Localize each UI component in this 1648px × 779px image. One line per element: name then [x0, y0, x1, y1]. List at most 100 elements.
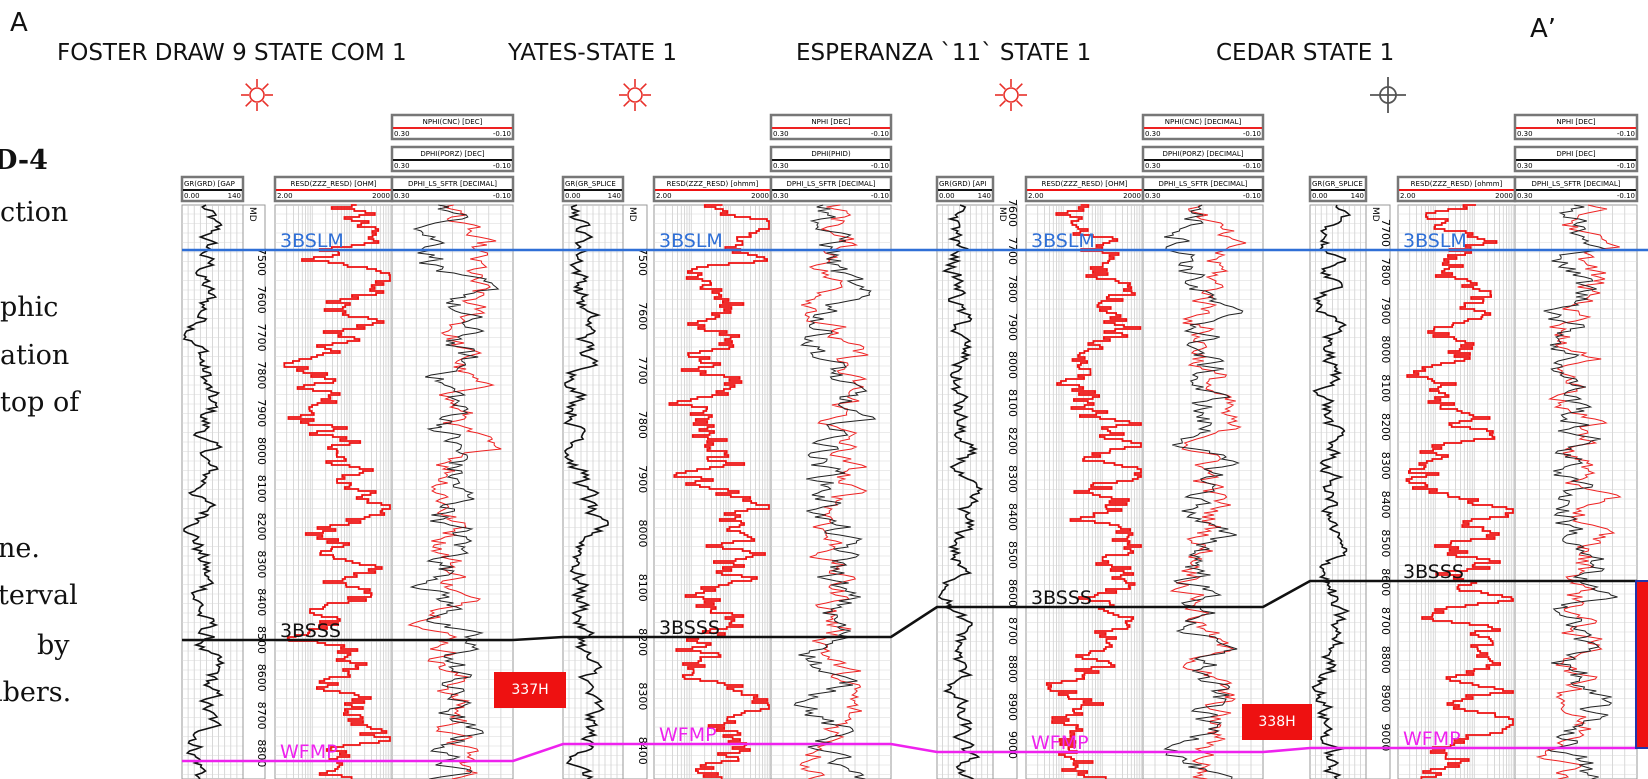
depth-unit-label: MD — [247, 207, 257, 222]
well-1: GR(GRD) [GAP 0.00 140 RESD(ZZZ_RESD) [OHM] 2… — [180, 79, 515, 779]
depth-tick-label: 8800 — [1379, 646, 1392, 674]
depth-tick-label: 8300 — [1006, 465, 1019, 493]
marker-label: 3BSSS — [1031, 587, 1092, 609]
depth-tick-label: 8000 — [1379, 335, 1392, 363]
curve-header-max: 2000 — [1123, 192, 1141, 200]
side-text-line: ction — [0, 197, 69, 228]
curve-header-name: RESD(ZZZ_RESD) [OHM] — [290, 180, 376, 188]
depth-tick-label: 8000 — [1006, 351, 1019, 379]
depth-unit-label: MD — [627, 207, 637, 222]
completion-box-label: 337H — [511, 682, 549, 698]
gr-curve — [562, 204, 609, 779]
curve-header-min: 2.00 — [277, 192, 293, 200]
depth-tick-label: 9000 — [1006, 731, 1019, 759]
depth-tick-label: 7900 — [255, 399, 268, 427]
depth-tick-label: 7600 — [255, 286, 268, 314]
curve-header-max: -0.10 — [1617, 130, 1635, 138]
depth-tick-label: 8300 — [636, 682, 649, 710]
marker-label: 3BSSS — [1403, 561, 1464, 583]
well-name-cedar-state: CEDAR STATE 1 — [1216, 40, 1395, 66]
edge-bar — [1635, 580, 1648, 749]
side-text-line: top of — [0, 387, 80, 418]
log-track — [1397, 204, 1516, 779]
gr-curve — [182, 204, 226, 779]
well-name-foster-draw: FOSTER DRAW 9 STATE COM 1 — [57, 40, 407, 66]
well-3: GR(GRD) [API 0.00 140 RESD(ZZZ_RESD) [OHM] 2… — [935, 79, 1265, 779]
sun-icon — [241, 79, 273, 111]
curve-header-max: -0.10 — [493, 162, 511, 170]
marker-label: 3BSSS — [280, 620, 341, 642]
depth-tick-label: 8700 — [1379, 607, 1392, 635]
marker-label: 3BSLM — [1031, 230, 1095, 252]
curve-header-name: NPHI(CNC) [DECIMAL] — [1165, 118, 1242, 126]
phi-curve-black — [409, 204, 500, 779]
depth-unit-label: MD — [1370, 207, 1380, 222]
curve-header-min: 0.30 — [394, 192, 410, 200]
depth-tick-label: 8900 — [1379, 685, 1392, 713]
curve-header-min: 0.30 — [394, 162, 410, 170]
curve-header-name: DPHI [DEC] — [1556, 150, 1596, 158]
curve-header-min: 0.30 — [1517, 162, 1533, 170]
curve-header-min: 0.00 — [939, 192, 955, 200]
curve-header-min: 0.30 — [394, 130, 410, 138]
resd-curve — [283, 204, 391, 779]
depth-tick-label: 8100 — [636, 574, 649, 602]
depth-tick-label: 8500 — [1379, 529, 1392, 557]
marker-label: 3BSSS — [659, 617, 720, 639]
completion-box-337h: 337H — [494, 672, 566, 708]
curve-header-max: 140 — [1351, 192, 1364, 200]
depth-tick-label: 8600 — [255, 664, 268, 692]
curve-header-name: DPHI_LS_SFTR [DECIMAL] — [787, 180, 876, 188]
curve-header-name: DPHI(PORZ) [DECIMAL] — [1163, 150, 1244, 158]
marker-label: WFMP — [659, 724, 717, 746]
curve-header-max: 140 — [608, 192, 621, 200]
depth-tick-label: 8700 — [1006, 617, 1019, 645]
depth-tick-label: 8200 — [1379, 413, 1392, 441]
resd-curve — [668, 204, 770, 779]
gr-curve — [937, 204, 984, 779]
phi-curve-red — [799, 204, 869, 779]
sun-icon — [995, 79, 1027, 111]
depth-tick-label: 8100 — [255, 475, 268, 503]
completion-box-label: 338H — [1258, 714, 1296, 730]
curve-header-min: 0.30 — [773, 130, 789, 138]
depth-tick-label: 8400 — [255, 588, 268, 616]
marker-label: 3BSLM — [280, 230, 344, 252]
curve-header-name: NPHI(CNC) [DEC] — [423, 118, 483, 126]
resd-curve — [1045, 204, 1142, 779]
curve-header-name: RESD(ZZZ_RESD) [ohmm] — [667, 180, 759, 188]
phi-curve-black — [1543, 204, 1618, 779]
depth-tick-label: 7700 — [636, 357, 649, 385]
depth-unit-label: MD — [997, 207, 1007, 222]
curve-header-max: -0.10 — [1617, 192, 1635, 200]
curve-header-name: GR(GRD) [API — [939, 180, 986, 188]
curve-header-max: -0.10 — [1617, 162, 1635, 170]
curve-header-min: 0.30 — [1145, 162, 1161, 170]
depth-tick-label: 8300 — [255, 550, 268, 578]
depth-track — [242, 204, 266, 779]
depth-tick-label: 7800 — [1379, 258, 1392, 286]
side-text-line: ibers. — [0, 677, 72, 708]
curve-header-max: 2000 — [372, 192, 390, 200]
gr-curve — [1311, 204, 1352, 779]
curve-header-min: 0.30 — [1145, 130, 1161, 138]
depth-tick-label: 7900 — [1379, 297, 1392, 325]
curve-header-max: -0.10 — [871, 130, 889, 138]
marker-label: 3BSLM — [1403, 230, 1467, 252]
curve-header-min: 2.00 — [1028, 192, 1044, 200]
marker-line-3bsss — [182, 579, 1637, 642]
depth-tick-label: 8600 — [1006, 579, 1019, 607]
curve-header-min: 0.00 — [565, 192, 581, 200]
curve-header-name: NPHI [DEC] — [811, 118, 850, 126]
side-text-line: ation — [0, 340, 70, 371]
curve-header-name: DPHI_LS_SFTR [DECIMAL] — [1532, 180, 1621, 188]
well-name-esperanza: ESPERANZA `11` STATE 1 — [796, 40, 1092, 66]
marker-line-wfmp — [182, 742, 1637, 763]
curve-header-name: GR(GR_SPLICE — [565, 180, 616, 188]
curve-header-max: 2000 — [1495, 192, 1513, 200]
depth-tick-label: 8000 — [636, 520, 649, 548]
depth-tick-label: 8200 — [636, 628, 649, 656]
curve-header-name: RESD(ZZZ_RESD) [ohmm] — [1411, 180, 1503, 188]
depth-track — [622, 204, 648, 779]
